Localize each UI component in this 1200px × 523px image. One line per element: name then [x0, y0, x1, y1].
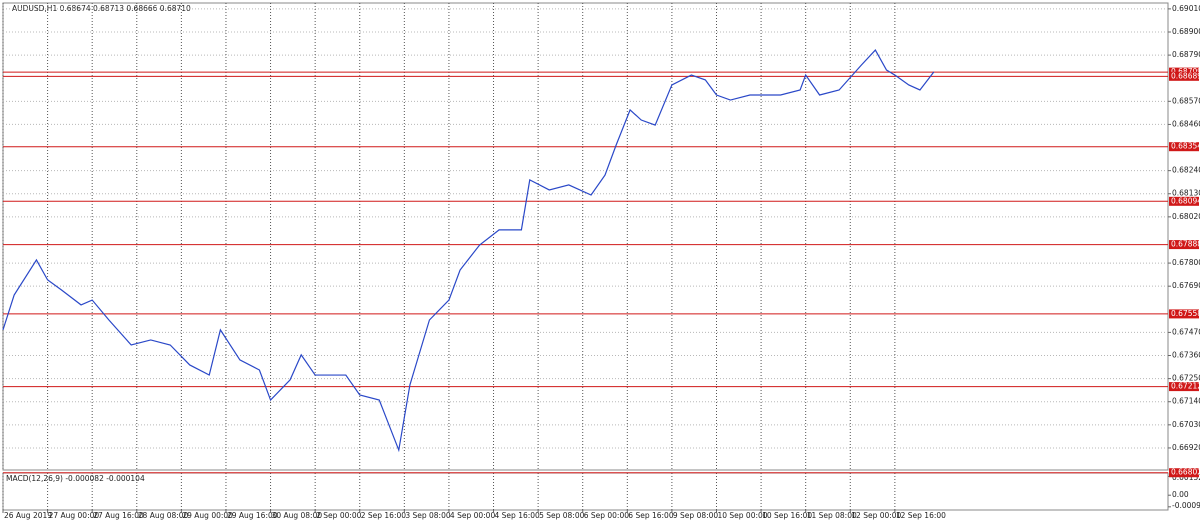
- macd-tick-label: 0.001521: [1172, 473, 1200, 482]
- price-line: [2, 49, 935, 453]
- macd-panel: [2, 472, 1169, 511]
- y-tick-label: 0.67690: [1172, 281, 1200, 290]
- level-label: 0.67212: [1171, 382, 1200, 391]
- level-tag: [1169, 382, 1199, 392]
- x-tick-label: 10 Sep 00:00: [717, 511, 767, 520]
- level-label: 0.66802: [1171, 468, 1200, 477]
- x-tick-label: 10 Sep 16:00: [762, 511, 812, 520]
- y-tick-label: 0.67470: [1172, 327, 1200, 336]
- x-tick-label: 2 Sep 16:00: [361, 511, 407, 520]
- level-label: 0.67888: [1171, 240, 1200, 249]
- level-tag: [1169, 196, 1199, 206]
- x-tick-label: 12 Sep 00:00: [851, 511, 901, 520]
- x-tick-label: 29 Aug 16:00: [227, 511, 278, 520]
- y-tick-label: 0.68790: [1172, 50, 1200, 59]
- x-tick-label: 28 Aug 08:00: [138, 511, 189, 520]
- x-tick-label: 11 Sep 08:00: [807, 511, 857, 520]
- y-tick-label: 0.68020: [1172, 212, 1200, 221]
- x-tick-label: 6 Sep 16:00: [628, 511, 674, 520]
- y-tick-label: 0.68130: [1172, 189, 1200, 198]
- x-tick-label: 29 Aug 00:00: [182, 511, 233, 520]
- x-tick-label: 6 Sep 00:00: [584, 511, 630, 520]
- y-tick-label: 0.67030: [1172, 420, 1200, 429]
- level-tag: [1169, 468, 1199, 478]
- y-tick-label: 0.67250: [1172, 374, 1200, 383]
- y-tick-label: 0.67140: [1172, 397, 1200, 406]
- x-tick-label: 5 Sep 08:00: [539, 511, 585, 520]
- x-tick-label: 30 Aug 08:00: [272, 511, 323, 520]
- x-tick-label: 26 Aug 2019: [4, 511, 52, 520]
- y-tick-label: 0.68900: [1172, 27, 1200, 36]
- level-tag: [1169, 240, 1199, 250]
- level-label: 0.67558: [1171, 309, 1200, 318]
- macd-label: MACD(12,26,9) -0.000082 -0.000104: [6, 474, 145, 483]
- macd-tick-label: 0.00: [1172, 490, 1189, 499]
- y-tick-label: 0.68460: [1172, 119, 1200, 128]
- level-label: 0.68689: [1171, 71, 1200, 80]
- chart-title: AUDUSD,H1 0.68674 0.68713 0.68666 0.6871…: [12, 4, 191, 13]
- y-tick-label: 0.68240: [1172, 166, 1200, 175]
- macd-tick-label: -0.000942: [1172, 501, 1200, 510]
- x-tick-label: 27 Aug 16:00: [93, 511, 144, 520]
- y-tick-label: 0.66920: [1172, 443, 1200, 452]
- x-tick-label: 12 Sep 16:00: [896, 511, 946, 520]
- x-tick-label: 27 Aug 00:00: [49, 511, 100, 520]
- x-tick-label: 9 Sep 08:00: [673, 511, 719, 520]
- main-panel: [2, 2, 1169, 471]
- y-tick-label: 0.67800: [1172, 258, 1200, 267]
- level-label: 0.68709: [1171, 67, 1200, 76]
- level-tag: [1169, 309, 1199, 319]
- x-tick-label: 4 Sep 00:00: [450, 511, 496, 520]
- y-tick-label: 0.69010: [1172, 4, 1200, 13]
- x-tick-label: 4 Sep 16:00: [495, 511, 541, 520]
- level-label: 0.68354: [1171, 142, 1200, 151]
- level-tag: [1169, 142, 1199, 152]
- level-tag: [1169, 71, 1199, 81]
- y-tick-label: 0.68570: [1172, 96, 1200, 105]
- x-tick-label: 2 Sep 00:00: [316, 511, 362, 520]
- x-tick-label: 3 Sep 08:00: [405, 511, 451, 520]
- y-tick-label: 0.67360: [1172, 351, 1200, 360]
- level-label: 0.68094: [1171, 196, 1200, 205]
